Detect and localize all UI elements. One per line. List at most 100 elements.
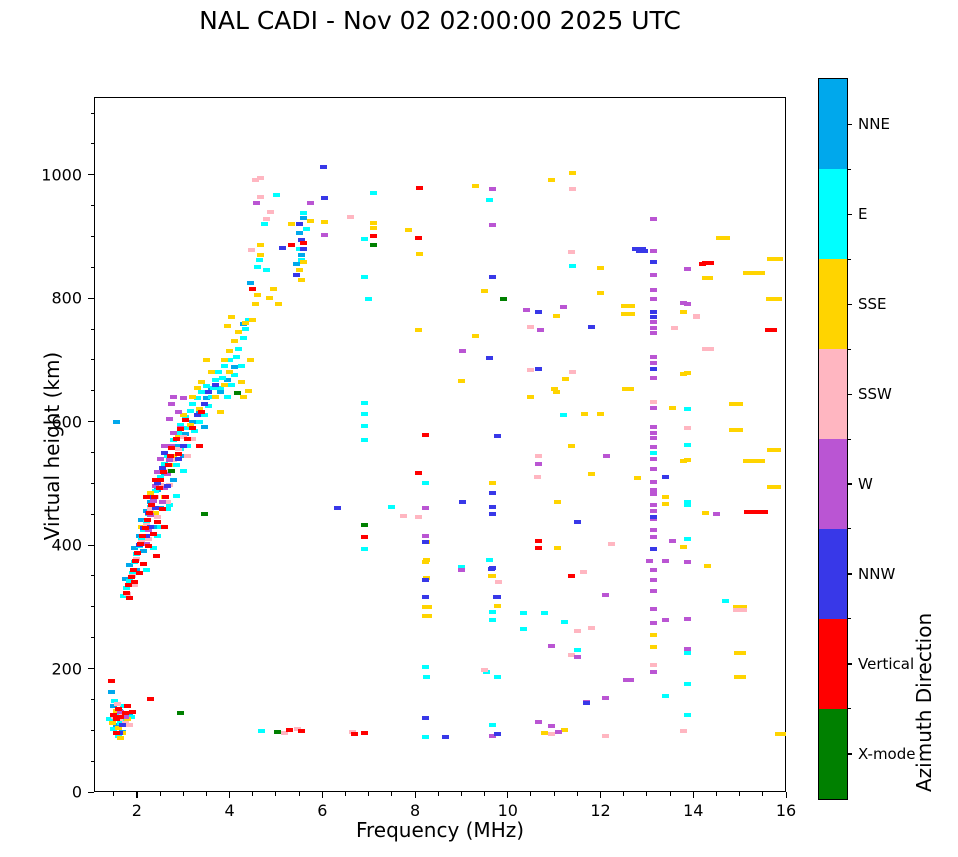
plot-area: [94, 97, 786, 792]
data-point: [351, 731, 359, 736]
data-point: [423, 675, 431, 680]
data-point: [175, 456, 183, 461]
data-point: [636, 248, 649, 253]
x-minor-tick: [205, 792, 207, 796]
data-point: [457, 567, 465, 572]
data-point: [441, 735, 449, 740]
x-minor-tick: [762, 792, 764, 796]
data-point: [237, 379, 245, 384]
data-point: [126, 723, 134, 728]
data-point: [112, 717, 120, 722]
data-point: [214, 370, 222, 375]
y-minor-tick: [90, 729, 94, 731]
data-point: [121, 714, 129, 719]
data-point: [567, 652, 575, 657]
data-point: [306, 219, 314, 224]
data-point: [650, 606, 658, 611]
data-point: [146, 511, 154, 515]
data-point: [144, 544, 152, 549]
data-point: [645, 559, 653, 564]
data-point: [306, 201, 314, 206]
data-point: [552, 314, 560, 319]
data-point: [650, 456, 658, 461]
data-point: [170, 453, 178, 458]
data-point: [149, 531, 157, 536]
data-point: [179, 396, 187, 401]
y-major-tick: [88, 791, 94, 793]
x-tick-label: 8: [409, 801, 421, 820]
data-point: [179, 453, 187, 458]
data-point: [298, 728, 306, 733]
data-point: [170, 457, 178, 462]
data-point: [650, 588, 658, 593]
data-point: [535, 539, 543, 544]
data-point: [120, 703, 128, 708]
data-point: [650, 577, 658, 582]
data-point: [550, 386, 558, 391]
data-point: [272, 192, 280, 197]
data-point: [650, 546, 658, 551]
data-point: [553, 499, 561, 504]
data-point: [573, 519, 581, 524]
colorbar-segment-w: [819, 438, 847, 530]
data-point: [622, 386, 635, 391]
data-point: [601, 593, 609, 598]
x-minor-tick: [715, 792, 717, 796]
data-point: [120, 593, 128, 598]
data-point: [247, 248, 255, 253]
data-point: [221, 357, 229, 362]
data-point: [124, 717, 132, 722]
data-point: [175, 410, 183, 415]
data-point: [168, 402, 176, 407]
data-point: [346, 214, 354, 219]
data-point: [650, 361, 658, 366]
data-point: [151, 494, 158, 499]
data-point: [156, 456, 164, 461]
data-point: [573, 648, 581, 653]
colorbar-tick: [848, 753, 852, 755]
data-point: [163, 484, 171, 489]
data-point: [123, 591, 131, 596]
data-point: [494, 604, 502, 609]
data-point: [732, 607, 747, 612]
data-point: [703, 564, 711, 569]
data-point: [587, 625, 595, 630]
data-point: [671, 326, 679, 331]
data-point: [459, 499, 467, 504]
data-point: [471, 183, 479, 188]
data-point: [489, 610, 497, 615]
y-major-tick: [88, 421, 94, 423]
data-point: [705, 275, 713, 280]
data-point: [494, 594, 502, 599]
x-minor-tick: [275, 792, 277, 796]
data-point: [548, 643, 556, 648]
data-point: [257, 194, 265, 199]
data-points-layer: [94, 97, 786, 792]
data-point: [489, 734, 497, 739]
data-point: [127, 714, 135, 719]
data-point: [683, 712, 691, 717]
colorbar-boundary-tick: [848, 348, 851, 350]
data-point: [683, 681, 691, 686]
data-point: [650, 567, 658, 572]
data-point: [154, 519, 162, 524]
data-point: [230, 365, 238, 370]
data-point: [132, 558, 140, 563]
data-point: [151, 478, 159, 483]
data-point: [257, 175, 265, 180]
data-point: [212, 377, 220, 382]
data-point: [567, 573, 575, 578]
data-point: [226, 370, 234, 375]
data-point: [114, 725, 122, 730]
data-point: [683, 502, 691, 507]
data-point: [219, 376, 227, 381]
data-point: [661, 693, 669, 698]
data-point: [489, 723, 497, 728]
data-point: [216, 390, 224, 395]
data-point: [520, 611, 528, 615]
data-point: [138, 518, 146, 523]
data-point: [168, 445, 176, 450]
data-point: [601, 734, 609, 739]
data-point: [683, 646, 691, 651]
colorbar-tick: [848, 393, 852, 395]
